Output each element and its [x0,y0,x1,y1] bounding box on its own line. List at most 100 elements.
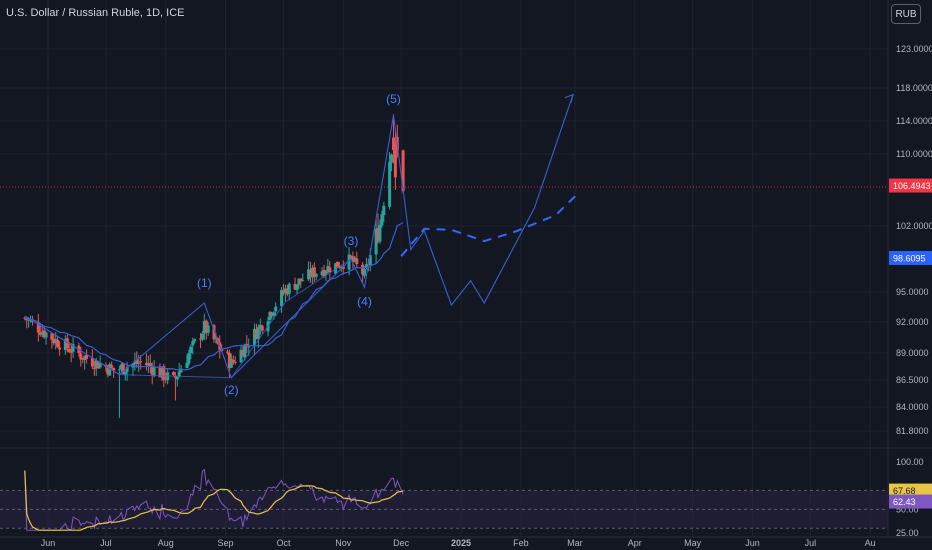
wave-labels: (1) (2) (3) (4) (5) [197,92,401,397]
candle-body [253,328,257,346]
candle-body [121,363,125,374]
candle-body [135,359,139,365]
candle-body [268,311,272,321]
candle-body [391,137,395,150]
candle-body [187,352,191,364]
candle-body [139,361,143,363]
candle-body [374,228,378,255]
rsi-ma-badge-bg [889,483,932,498]
candle-body [125,367,129,373]
candle-body [193,339,197,342]
candle-body [36,322,40,333]
candle-body [198,338,202,340]
candle-body [328,267,332,273]
projection-arrowhead [564,93,574,103]
moving-average [24,222,404,371]
candle-body [297,278,301,285]
candle-body [314,273,318,277]
y-tick-label: 102.0000 [896,221,932,231]
candle-body [212,325,216,340]
currency-button[interactable]: RUB [891,4,921,24]
x-tick-label: Sep [218,538,234,548]
x-tick-label: Jul [805,538,817,548]
y-tick-label: 110.0000 [896,149,932,159]
candle-body [390,154,394,163]
candle-body [98,363,102,368]
candle-body [401,150,405,192]
candle-body [229,358,233,368]
candle-body [158,366,162,378]
x-tick-label: Au [865,538,876,548]
candle-body [336,261,339,268]
y-tick-label: 84.0000 [896,402,929,412]
candle-body [160,366,164,378]
candle-body [67,348,71,352]
candle-body [185,362,189,369]
candle-body [204,320,208,334]
candle-body [301,280,305,282]
candle-body [50,333,54,340]
projection-dashed-line [400,191,580,257]
candle-body [258,324,262,329]
candle-body [202,320,206,334]
moving-average-badge-bg [889,250,932,265]
projection-lines [392,93,580,307]
wave-label-1: (1) [197,276,212,290]
candle-body [144,362,148,365]
projection-solid-line [392,94,574,307]
candle-body [299,278,303,282]
x-tick-label: Aug [158,538,174,548]
candle-body [361,264,365,275]
candle-body [322,270,326,276]
chart-title: U.S. Dollar / Russian Ruble, 1D, ICE [6,7,185,19]
wave-channel [24,258,352,379]
candle-body [191,341,195,346]
y-tick-label: 95.0000 [896,287,929,297]
candle-body [189,346,193,353]
candle-body [58,347,62,350]
moving-average-badge: 98.6095 [893,253,926,263]
candle-body [310,268,314,278]
candle-body [65,338,69,349]
candle-body [146,362,150,366]
candle-body [52,338,56,344]
axes: Jun Jul Aug Sep Oct Nov Dec 2025 Feb Mar Apr May Jun… [41,44,932,548]
rsi-lines [24,468,404,531]
y-tick-label: 81.8000 [896,426,929,436]
candle-body [388,161,392,207]
candle-body [150,366,154,375]
x-tick-label: Jun [41,538,56,548]
candle-body [281,290,285,294]
candle-body [233,361,237,363]
candle-body [287,283,291,294]
candle-body [164,378,168,380]
candle-body [351,256,355,263]
x-tick-label: May [684,538,702,548]
candle-body [307,269,311,280]
candle-body [200,333,204,340]
wave-label-3: (3) [344,234,359,248]
candle-body [280,290,284,307]
candle-body [112,367,116,371]
candle-body [29,319,33,321]
candle-body [243,344,247,358]
candle-body [227,352,231,369]
candle-body [92,367,96,370]
x-tick-label: Oct [276,538,291,548]
candle-body [225,351,229,353]
candle-body [376,227,380,242]
candle-body [380,214,384,226]
rsi-badge: 62.43 [893,497,916,507]
candle-body [393,149,397,178]
candle-body [148,363,152,367]
candle-body [69,350,73,353]
grid [0,0,932,538]
candle-body [308,269,312,278]
candle-body [256,327,260,340]
candle-body [324,272,328,275]
candle-body [117,369,121,371]
candle-body [71,344,75,352]
candle-body [175,376,179,380]
y-tick-label: 118.0000 [896,83,932,93]
